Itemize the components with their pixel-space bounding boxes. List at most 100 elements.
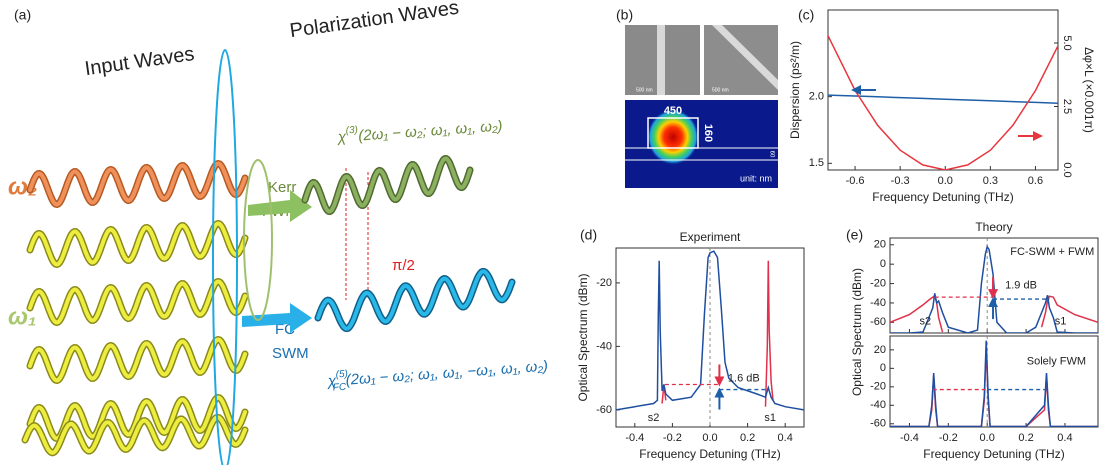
wave: [23, 415, 247, 455]
formula-part: χ: [325, 372, 337, 390]
wave: [28, 337, 247, 383]
panel-label: (a): [14, 7, 31, 23]
sem-waveguide: [657, 25, 665, 95]
wave: [28, 161, 247, 207]
y-axis-label: Optical Spectrum (dBm): [850, 268, 864, 396]
x-tick-label: -0.4: [625, 432, 644, 444]
scale-bar: 500 nm: [712, 87, 729, 93]
y-tick-label: 20: [874, 239, 886, 251]
x-tick-label: 0.3: [983, 175, 998, 187]
kerr-arrow: [248, 190, 312, 222]
x-tick-label: 0.0: [980, 432, 995, 444]
kerr-ellipse: [243, 159, 273, 321]
annotation: s2: [648, 412, 660, 424]
x-tick-label: 0.2: [740, 432, 755, 444]
panel-label: (d): [580, 227, 597, 243]
width-label: 450: [664, 105, 682, 117]
phase-label: π/2: [392, 257, 415, 274]
fc-label: SWM: [272, 345, 309, 362]
chart: (d) Experiment -0.4 -0.2 0.0 0.2 0.4 Frequency …: [576, 227, 805, 461]
y2-tick-label: 5.0: [1061, 35, 1073, 50]
series-line: [890, 295, 1098, 333]
chart-title: Theory: [975, 220, 1012, 234]
wave: [316, 269, 514, 331]
y-tick-label: 1.5: [809, 157, 824, 169]
kerr-formula: χ(3)(2ω₁ − ω₂; ω₁, ω₁, ω₂): [335, 114, 503, 146]
annotation: s2: [920, 316, 932, 328]
scale-bar: 500 nm: [636, 87, 653, 93]
interaction-ellipse: [212, 49, 238, 465]
x-tick-label: -0.6: [846, 175, 865, 187]
annotation: s1: [764, 412, 776, 424]
x-tick-label: -0.2: [939, 432, 958, 444]
height-label: 160: [702, 124, 714, 142]
x-tick-label: -0.2: [663, 432, 682, 444]
x-tick-label: 0.4: [778, 432, 793, 444]
input-title: Input Waves: [83, 43, 195, 80]
x-axis-label: Frequency Detuning (THz): [923, 447, 1064, 461]
x-tick-label: -0.4: [900, 432, 919, 444]
series-line: [616, 250, 804, 411]
mode-profile: [647, 109, 699, 165]
series-line: [890, 340, 1098, 427]
panel-label: (c): [798, 7, 814, 23]
y2-axis-label: Δφ×L (×0.001π): [1082, 47, 1096, 133]
annotation: s1: [1055, 316, 1067, 328]
y-tick-label: -60: [870, 316, 886, 328]
sem-image: [704, 25, 778, 95]
fc-arrow: [242, 303, 312, 333]
chart: (c) -0.6 -0.3 0.0 0.3 0.6 Frequency Detuning (…: [788, 7, 1096, 204]
formula-part: (2ω₁ − ω₂; ω₁, ω₁, −ω₁, ω₁, ω₂): [345, 358, 548, 389]
formula-part: FC: [332, 381, 347, 393]
y2-tick-label: 2.5: [1061, 99, 1073, 114]
panel-b: (b) 500 nm 500 nm 450 160 60 unit: nm: [616, 7, 778, 188]
y-tick-label: -40: [596, 340, 612, 352]
y-axis-label: Dispersion (ps²/m): [788, 41, 802, 139]
series-line: [828, 94, 1058, 104]
x-axis-label: Frequency Detuning (THz): [639, 447, 780, 461]
y-tick-label: -60: [870, 418, 886, 430]
chart: -0.4 -0.2 0.0 0.2 0.4 Frequency Detuning (THz…: [870, 335, 1099, 461]
y-tick-label: -40: [870, 399, 886, 411]
y-tick-label: -20: [870, 277, 886, 289]
plot-frame: [889, 335, 1099, 428]
y-tick-label: 20: [874, 344, 886, 356]
y-tick-label: 0: [880, 362, 886, 374]
y-tick-label: -20: [870, 381, 886, 393]
x-tick-label: -0.3: [891, 175, 910, 187]
x-tick-label: 0.2: [1018, 432, 1033, 444]
kerr-label: Kerr: [268, 179, 296, 196]
unit-label: unit: nm: [740, 173, 772, 183]
formula-part: (3): [345, 124, 358, 136]
slab-label: 60: [768, 151, 774, 158]
x-tick-label: 0.6: [1028, 175, 1043, 187]
y-tick-label: 2.0: [809, 91, 824, 103]
panel-label: (b): [616, 7, 633, 23]
plot-frame: [889, 237, 1099, 334]
series-line: [890, 244, 1098, 333]
x-tick-label: 0.0: [702, 432, 717, 444]
formula-part: χ: [335, 128, 347, 146]
y-tick-label: -60: [596, 404, 612, 416]
annotation: FC-SWM + FWM: [1010, 246, 1094, 258]
chart-title: Experiment: [680, 230, 741, 244]
annotation: 1.6 dB: [728, 373, 760, 385]
panel-label: (e): [846, 227, 863, 243]
y-tick-label: -40: [870, 297, 886, 309]
formula-part: (5): [335, 368, 348, 380]
annotation: Solely FWM: [1027, 355, 1086, 367]
wave: [28, 221, 247, 267]
wave: [28, 279, 247, 325]
y-tick-label: 0: [880, 258, 886, 270]
x-tick-label: 0.0: [938, 175, 953, 187]
annotation: 1.9 dB: [1005, 279, 1037, 291]
series-line: [828, 35, 1058, 170]
y2-tick-label: 0.0: [1061, 162, 1073, 177]
sem-waveguide: [712, 25, 778, 90]
y-tick-label: -20: [596, 277, 612, 289]
wave: [303, 156, 472, 214]
output-title: Polarization Waves: [288, 0, 460, 42]
formula-part: (2ω₁ − ω₂; ω₁, ω₁, ω₂): [358, 117, 503, 144]
y-axis-label: Optical Spectrum (dBm): [576, 273, 590, 401]
